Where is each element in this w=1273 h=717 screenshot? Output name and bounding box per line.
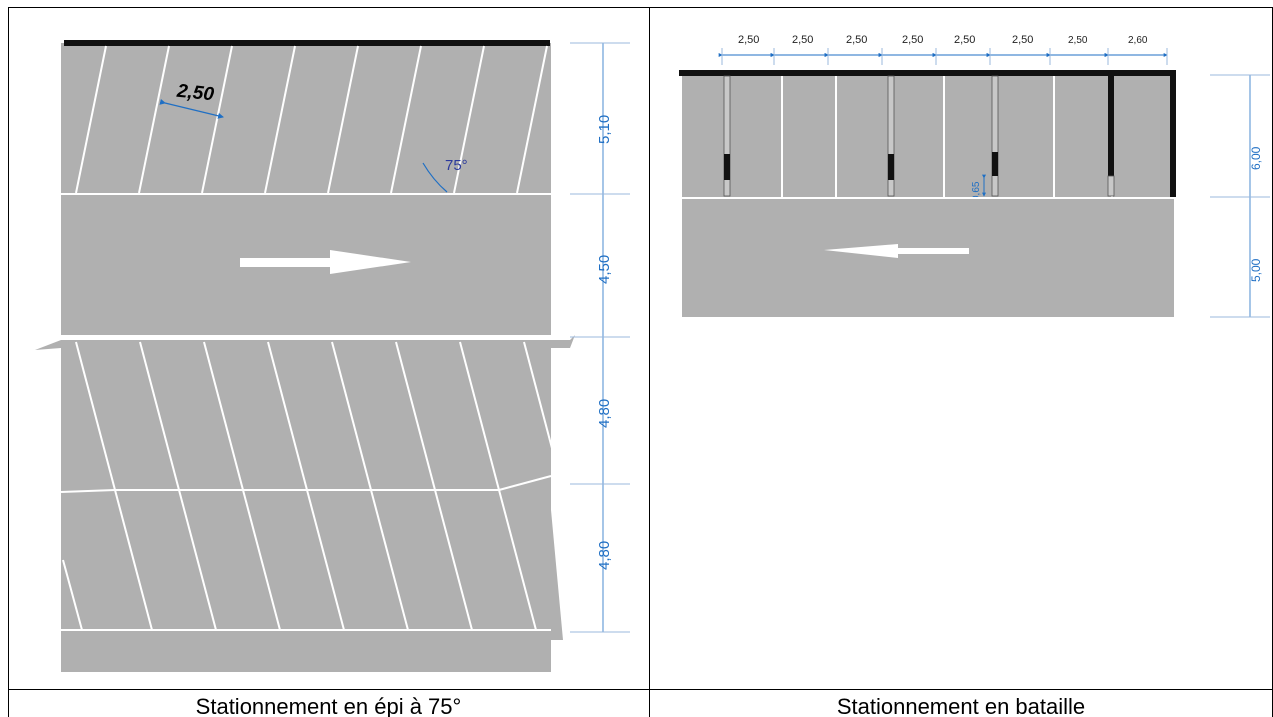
stall-width-5: 2,50 <box>954 34 975 46</box>
dimension-depth-3: 4,80 <box>596 541 613 570</box>
stall-width-label: 2,50 <box>175 81 215 106</box>
left-dimension-chain <box>570 42 630 633</box>
right-caption: Stationnement en bataille <box>836 694 1086 717</box>
post-offset-label: 0,65 <box>971 181 982 201</box>
stall-width-1: 2,50 <box>738 34 759 46</box>
right-dimension-chain <box>1210 74 1270 318</box>
top-wall <box>64 40 550 46</box>
stall-width-7: 2,50 <box>1068 35 1088 46</box>
stall-width-4: 2,50 <box>902 34 923 46</box>
angled-parking-diagram: 2,50 75° <box>35 40 630 672</box>
back-wall <box>679 70 1176 76</box>
side-wall <box>1170 70 1176 197</box>
parking-row <box>682 75 1174 198</box>
stall-width-dimension <box>159 98 224 119</box>
top-parking-row <box>61 43 551 193</box>
stall-width-8: 2,60 <box>1128 35 1148 46</box>
aisle-direction-arrow <box>824 244 969 258</box>
dimension-depth-1: 5,10 <box>596 115 613 144</box>
dimension-aisle: 5,00 <box>1249 258 1263 282</box>
aisle <box>682 199 1174 317</box>
angle-arc <box>422 162 448 193</box>
stall-width-2: 2,50 <box>792 34 813 46</box>
left-caption: Stationnement en épi à 75° <box>195 694 462 717</box>
stall-width-ticks <box>721 48 1168 65</box>
angle-label: 75° <box>445 157 468 174</box>
dimension-stall-depth: 6,00 <box>1249 146 1263 170</box>
perpendicular-parking-diagram: 2,50 2,50 2,50 2,50 2,50 2,50 2,50 2,60 … <box>679 34 1270 318</box>
stall-width-3: 2,50 <box>846 34 867 46</box>
bottom-strip <box>61 632 551 672</box>
stall-width-6: 2,50 <box>1012 34 1033 46</box>
aisle-direction-arrow <box>240 250 411 274</box>
caption-divider <box>8 689 1273 690</box>
top-stall-lines <box>75 45 548 194</box>
left-diagram-cell <box>8 7 649 717</box>
break-symbol <box>35 335 575 350</box>
bottom-parking-block <box>61 348 563 640</box>
bottom-stall-lines <box>60 341 564 631</box>
column-posts <box>723 75 1115 197</box>
dimension-aisle: 4,50 <box>596 255 613 284</box>
dimension-depth-2: 4,80 <box>596 399 613 428</box>
